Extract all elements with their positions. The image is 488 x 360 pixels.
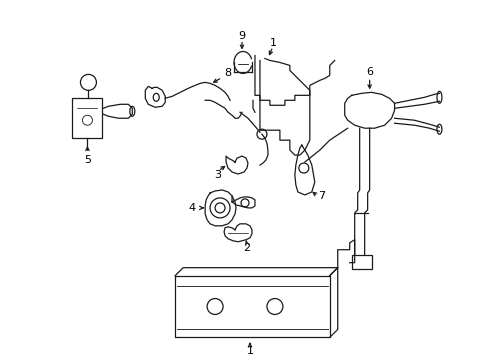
Text: 7: 7	[318, 191, 325, 201]
Text: 8: 8	[224, 68, 231, 78]
Text: 1: 1	[269, 37, 276, 48]
Text: 3: 3	[214, 170, 221, 180]
Text: 4: 4	[188, 203, 195, 213]
Text: 1: 1	[246, 346, 253, 356]
Bar	[72, 98, 102, 138]
Text: 5: 5	[84, 155, 91, 165]
Text: 6: 6	[366, 67, 372, 77]
Text: 2: 2	[243, 243, 250, 253]
Text: 9: 9	[238, 31, 245, 41]
Bar	[351, 255, 371, 269]
